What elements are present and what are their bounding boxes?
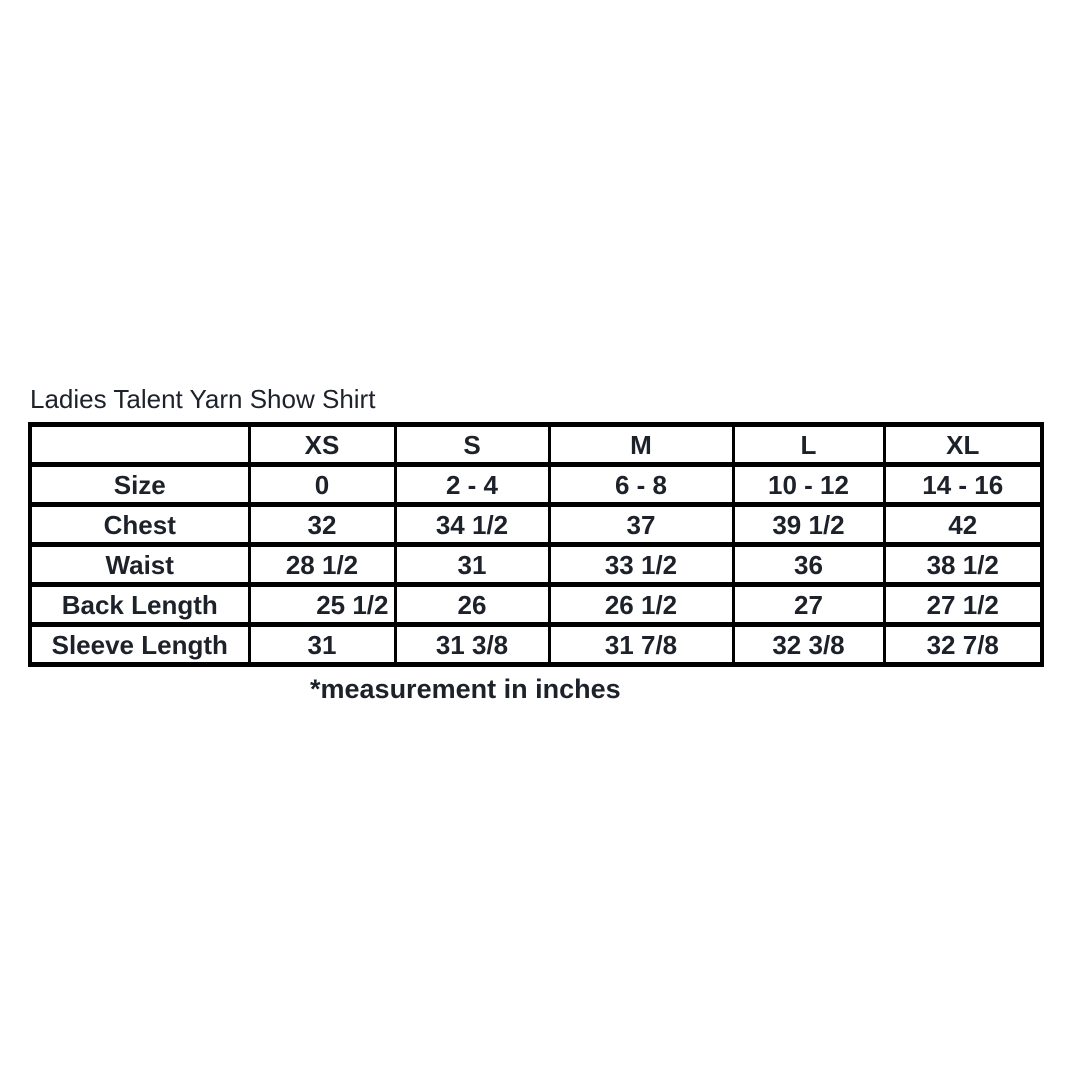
cell-back-length-xl: 27 1/2: [882, 582, 1044, 627]
cell-waist-s: 31: [393, 542, 551, 587]
cell-waist-xs: 28 1/2: [247, 542, 397, 587]
cell-sleeve-length-xs: 31: [247, 622, 397, 667]
cell-waist-xl: 38 1/2: [882, 542, 1044, 587]
cell-sleeve-length-s: 31 3/8: [393, 622, 551, 667]
table-row-waist: Waist 28 1/2 31 33 1/2 36 38 1/2: [28, 542, 1044, 587]
cell-back-length-xs: 25 1/2: [247, 582, 397, 627]
row-label-size: Size: [28, 462, 251, 507]
row-label-chest: Chest: [28, 502, 251, 547]
header-row: XS S M L XL: [28, 422, 1044, 467]
cell-back-length-l: 27: [731, 582, 886, 627]
row-label-waist: Waist: [28, 542, 251, 587]
column-header-xs: XS: [247, 422, 397, 467]
table-row-sleeve-length: Sleeve Length 31 31 3/8 31 7/8 32 3/8 32…: [28, 622, 1044, 667]
table-row-back-length: Back Length 25 1/2 26 26 1/2 27 27 1/2: [28, 582, 1044, 627]
column-header-xl: XL: [882, 422, 1044, 467]
column-header-s: S: [393, 422, 551, 467]
cell-sleeve-length-l: 32 3/8: [731, 622, 886, 667]
row-label-back-length: Back Length: [28, 582, 251, 627]
column-header-l: L: [731, 422, 886, 467]
cell-size-s: 2 - 4: [393, 462, 551, 507]
cell-chest-xl: 42: [882, 502, 1044, 547]
cell-size-l: 10 - 12: [731, 462, 886, 507]
table-row-chest: Chest 32 34 1/2 37 39 1/2 42: [28, 502, 1044, 547]
row-label-sleeve-length: Sleeve Length: [28, 622, 251, 667]
cell-chest-xs: 32: [247, 502, 397, 547]
table-row-size: Size 0 2 - 4 6 - 8 10 - 12 14 - 16: [28, 462, 1044, 507]
cell-chest-m: 37: [547, 502, 735, 547]
cell-back-length-m: 26 1/2: [547, 582, 735, 627]
cell-chest-l: 39 1/2: [731, 502, 886, 547]
page-title: Ladies Talent Yarn Show Shirt: [30, 384, 376, 414]
cell-size-xl: 14 - 16: [882, 462, 1044, 507]
cell-size-xs: 0: [247, 462, 397, 507]
cell-waist-l: 36: [731, 542, 886, 587]
cell-back-length-s: 26: [393, 582, 551, 627]
column-header-m: M: [547, 422, 735, 467]
corner-cell: [28, 422, 251, 467]
measurement-footnote: *measurement in inches: [310, 674, 621, 704]
cell-sleeve-length-m: 31 7/8: [547, 622, 735, 667]
size-chart-table: XS S M L XL Size 0 2 - 4 6 - 8 10 - 12 1…: [28, 422, 1044, 667]
cell-size-m: 6 - 8: [547, 462, 735, 507]
cell-waist-m: 33 1/2: [547, 542, 735, 587]
cell-sleeve-length-xl: 32 7/8: [882, 622, 1044, 667]
cell-chest-s: 34 1/2: [393, 502, 551, 547]
